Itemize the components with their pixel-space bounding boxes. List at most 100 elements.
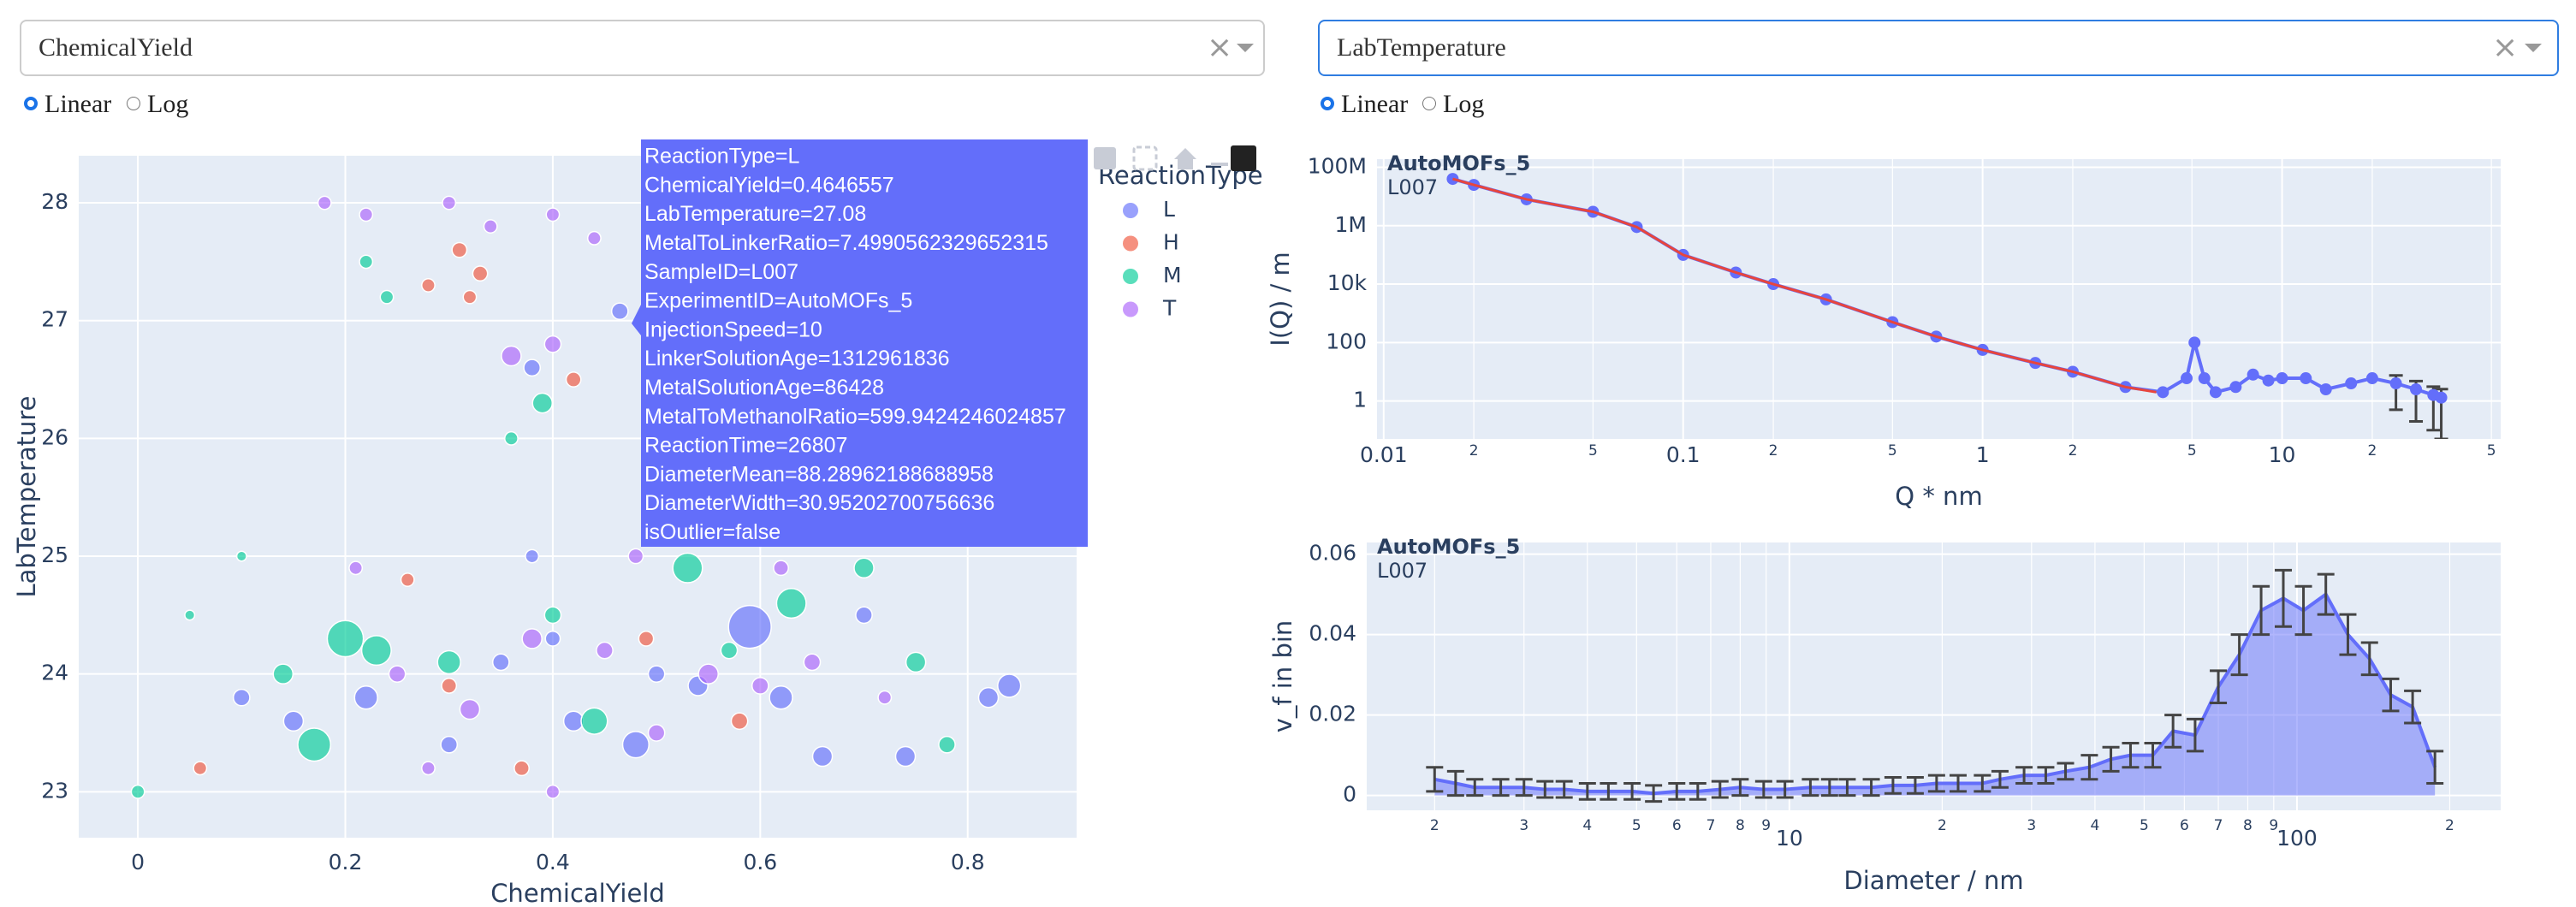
scatter-point xyxy=(596,641,614,660)
x-tick-label: 0.4 xyxy=(536,850,570,874)
x-tick-label: 0 xyxy=(131,850,145,874)
scatter-point xyxy=(565,371,582,388)
x-tick-label: 6 xyxy=(2180,817,2189,834)
marker xyxy=(2300,372,2312,385)
clear-button[interactable]: × xyxy=(2492,30,2519,65)
x-tick-label: 2 xyxy=(1938,817,1947,834)
error-bar xyxy=(1862,778,1880,797)
x-tick-label: 8 xyxy=(2243,817,2253,834)
scatter-point xyxy=(348,560,364,576)
radio-option[interactable]: Log xyxy=(127,91,188,118)
annotation: AutoMOFs_5 xyxy=(1387,151,1530,175)
radio-option[interactable]: Log xyxy=(1422,91,1484,118)
y-tick-label: 0.04 xyxy=(1309,621,1356,646)
scatter-point xyxy=(441,678,458,694)
modebar-button[interactable] xyxy=(1094,147,1116,169)
annotation: AutoMOFs_5 xyxy=(1377,535,1520,559)
y-tick-label: 26 xyxy=(41,424,68,449)
scatter-point xyxy=(775,588,807,619)
radio-option[interactable]: Linear xyxy=(24,91,111,118)
y-tick-label: 24 xyxy=(41,661,68,685)
y-tick-label: 0.06 xyxy=(1309,541,1356,566)
scatter-point xyxy=(523,359,542,377)
marker xyxy=(2262,374,2275,387)
tooltip-line: MetalToMethanolRatio=599.9424246024857 xyxy=(644,405,1066,429)
error-bar xyxy=(1927,774,1945,793)
error-bar xyxy=(2037,766,2055,785)
error-bar xyxy=(1466,778,1484,797)
x-tick-label: 2 xyxy=(1769,442,1778,459)
error-bar xyxy=(2230,633,2248,677)
scatter-point xyxy=(727,604,772,649)
scatter-point xyxy=(938,735,956,754)
marker xyxy=(2410,383,2423,396)
x-axis-title: Diameter / nm xyxy=(1843,866,2023,895)
error-bar xyxy=(2275,568,2292,628)
scatter-point xyxy=(730,712,749,731)
marker xyxy=(2276,372,2288,385)
error-bar xyxy=(2015,766,2033,785)
x-tick-label: 9 xyxy=(1761,817,1771,834)
marks xyxy=(1446,173,2448,439)
x-tick-label: 4 xyxy=(1582,817,1592,834)
modebar-logo[interactable] xyxy=(1231,145,1256,171)
tooltip-line: ExperimentID=AutoMOFs_5 xyxy=(644,289,912,313)
scatter-point xyxy=(379,289,395,305)
y-tick-label: 100M xyxy=(1308,154,1367,179)
scatter-point xyxy=(905,651,927,673)
marker xyxy=(2247,368,2259,381)
marker xyxy=(2209,386,2222,399)
x-dropdown[interactable]: ChemicalYield × xyxy=(20,20,1265,76)
clear-button[interactable]: × xyxy=(1207,30,1233,65)
error-bar xyxy=(2382,677,2400,713)
y-axis-title: v_f in bin xyxy=(1268,620,1297,733)
scatter-point xyxy=(773,560,789,577)
scatter-point xyxy=(627,548,644,565)
x-tick-label: 2 xyxy=(2367,442,2377,459)
tooltip-line: DiameterWidth=30.95202700756636 xyxy=(644,491,994,515)
error-bar xyxy=(1689,782,1706,801)
scatter-point xyxy=(297,727,332,762)
legend-label: M xyxy=(1163,263,1182,288)
tooltip-line: LabTemperature=27.08 xyxy=(644,202,866,226)
error-bar xyxy=(1820,778,1838,797)
error-bar xyxy=(1492,778,1510,797)
error-bar xyxy=(2164,714,2182,749)
scatter-point xyxy=(353,685,378,710)
modebar-button[interactable] xyxy=(1174,148,1196,169)
error-bar xyxy=(2210,669,2228,705)
tooltip-pointer xyxy=(632,305,641,335)
error-bar xyxy=(1991,769,2009,789)
scatter-point xyxy=(503,430,519,446)
scatter-point xyxy=(610,302,629,321)
y-tick-label: 1 xyxy=(1353,388,1367,412)
marker xyxy=(2157,386,2169,399)
x-tick-label: 5 xyxy=(2487,442,2496,459)
dropdown-arrow[interactable] xyxy=(1237,44,1254,52)
scatter-point xyxy=(811,745,834,768)
radio-option[interactable]: Linear xyxy=(1321,91,1408,118)
scatter-point xyxy=(647,665,666,684)
dropdown-value: LabTemperature xyxy=(1337,33,1506,62)
dropdown-arrow[interactable] xyxy=(2525,44,2542,52)
y-tick-label: 10k xyxy=(1327,270,1368,295)
tooltip-box xyxy=(641,139,1088,547)
dropdown-value: ChemicalYield xyxy=(39,33,193,62)
scatter-point xyxy=(442,195,457,210)
legend-marker xyxy=(1123,203,1138,218)
modebar-button[interactable] xyxy=(1132,145,1158,171)
error-bar xyxy=(1578,782,1596,801)
modebar-button[interactable] xyxy=(1211,163,1228,166)
scatter-point xyxy=(459,698,481,720)
error-bar xyxy=(2144,742,2162,769)
plot-content xyxy=(1377,159,2501,439)
scatter-point xyxy=(803,653,822,672)
modebar xyxy=(1094,145,1256,171)
error-bar xyxy=(2404,689,2422,725)
error-bar xyxy=(1426,766,1444,793)
scatter-point xyxy=(638,630,655,647)
line xyxy=(1452,177,2157,394)
y-dropdown[interactable]: LabTemperature × xyxy=(1318,20,2559,76)
scatter-point xyxy=(360,635,392,667)
error-bar xyxy=(1446,769,1464,797)
